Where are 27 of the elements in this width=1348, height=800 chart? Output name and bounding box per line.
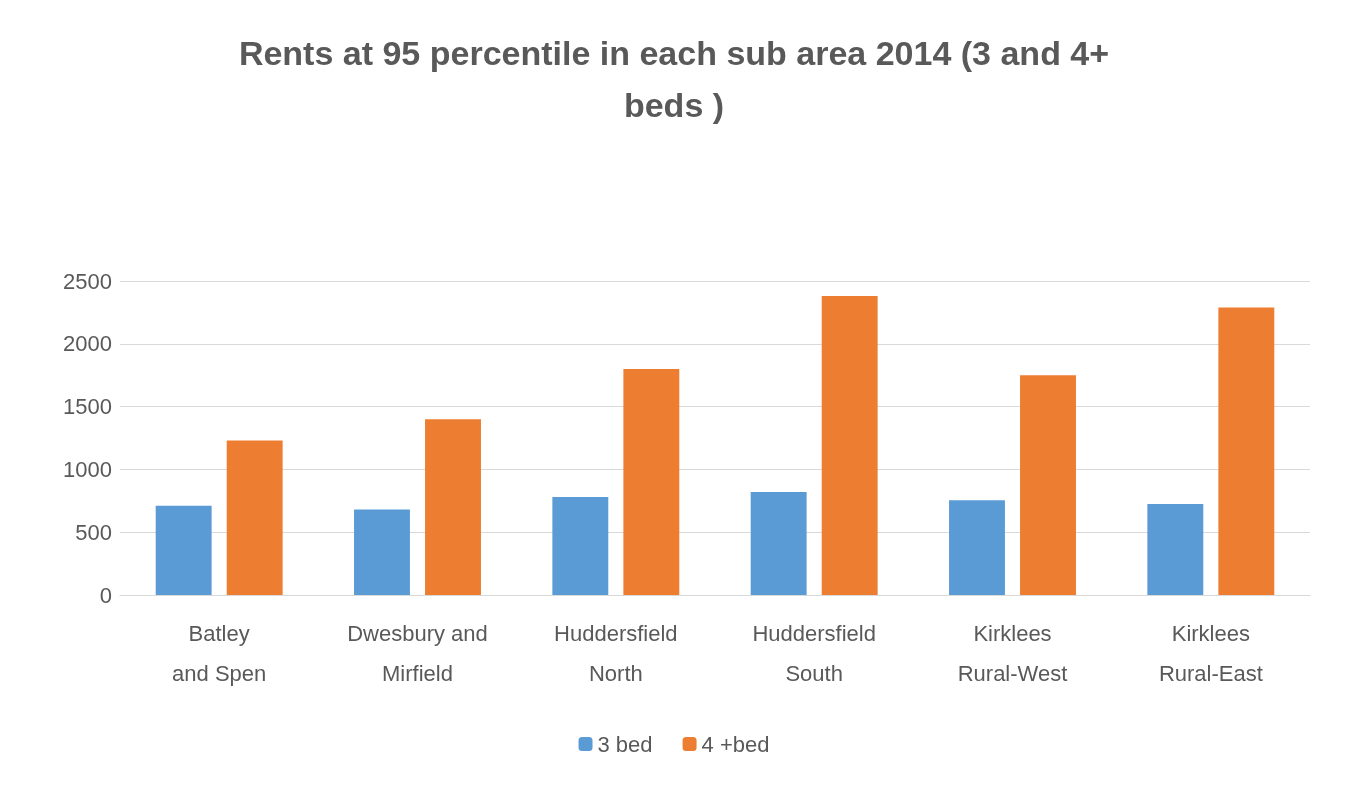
bar	[1218, 307, 1275, 595]
bar	[623, 368, 680, 595]
bar	[750, 492, 807, 595]
y-tick-label: 1500	[63, 394, 112, 420]
bar	[949, 500, 1005, 595]
chart-title: Rents at 95 percentile in each sub area 2014 (3 and 4+ beds )	[238, 34, 1110, 124]
bar	[226, 440, 283, 595]
y-tick-label: 1000	[63, 456, 112, 482]
bar	[821, 296, 878, 595]
y-tick-label: 0	[99, 582, 112, 608]
y-tick-label: 500	[75, 519, 112, 545]
bar	[1147, 503, 1204, 595]
y-tick-label: 2000	[63, 331, 112, 357]
bar	[552, 497, 609, 595]
x-tick-label: Huddersfield South	[752, 620, 876, 686]
x-tick-label: Huddersfield North	[554, 620, 678, 686]
legend-label: 4 +bed	[701, 731, 770, 757]
legend-label: 3 bed	[597, 731, 653, 757]
y-tick-label: 2500	[63, 268, 112, 294]
x-tick-label: Kirklees Rural-West	[957, 620, 1068, 686]
bar	[155, 505, 212, 595]
x-tick-label: Kirklees Rural-East	[1158, 620, 1263, 686]
bar	[354, 509, 410, 595]
x-tick-label: Batley and Spen	[172, 620, 267, 686]
bar	[1020, 375, 1076, 595]
x-tick-label: Dwesbury and Mirfield	[347, 620, 488, 686]
bar	[425, 419, 481, 595]
